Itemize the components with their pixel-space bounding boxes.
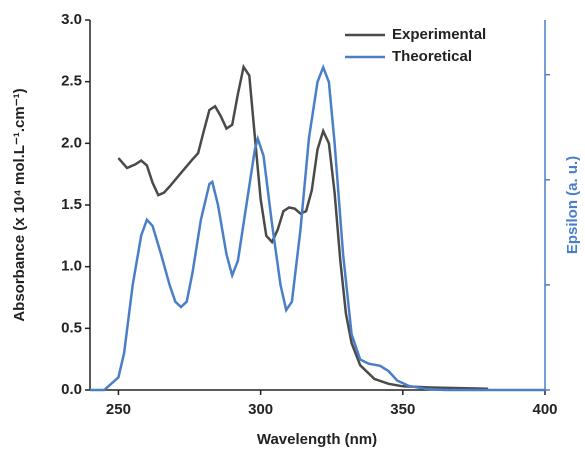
y-tick-label: 0.0: [61, 381, 82, 398]
data-line: [117, 63, 489, 391]
x-tick-label: 350: [390, 401, 415, 418]
y-tick-label: 3.0: [61, 11, 82, 28]
x-tick-label: 300: [248, 401, 273, 418]
y-tick-label: 2.5: [61, 73, 82, 90]
y-tick-label: 2.0: [61, 134, 82, 151]
x-tick-label: 400: [532, 401, 557, 418]
data-line: [90, 63, 545, 392]
legend-label: Experimental: [392, 26, 486, 43]
y-tick-label: 1.0: [61, 258, 82, 275]
y2-axis-label: Epsilon (a. u.): [564, 156, 581, 254]
x-axis-label: Wavelength (nm): [257, 431, 377, 448]
y-tick-label: 1.5: [61, 196, 82, 213]
y-axis-label: Absorbance (x 10⁴ mol.L⁻¹.cm⁻¹): [11, 88, 28, 321]
y-tick-label: 0.5: [61, 319, 82, 336]
x-tick-label: 250: [106, 401, 131, 418]
legend-label: Theoretical: [392, 48, 472, 65]
